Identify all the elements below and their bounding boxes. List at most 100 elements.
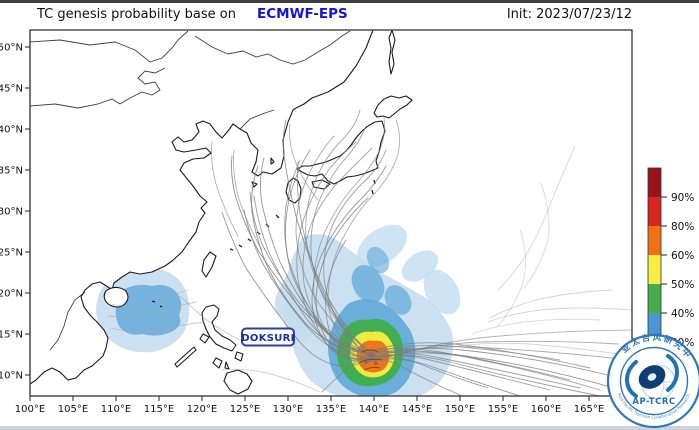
x-tick-label: 155°E bbox=[488, 404, 518, 415]
x-tick-label: 115°E bbox=[144, 404, 174, 415]
y-tick-label: 40°N bbox=[0, 125, 23, 136]
map-content: DOKSURI bbox=[30, 30, 632, 396]
prob-area-blue-arm3 bbox=[384, 285, 412, 315]
colorbar-label: 80% bbox=[671, 221, 694, 233]
track-line bbox=[253, 195, 581, 389]
border-indochina bbox=[49, 291, 86, 351]
y-tick-label: 50°N bbox=[0, 43, 23, 54]
track-line bbox=[315, 197, 489, 389]
island-sakhalin bbox=[388, 30, 396, 75]
island-luzon bbox=[201, 304, 237, 352]
track-line bbox=[361, 352, 601, 391]
figure-title: TC genesis probability base on bbox=[37, 7, 236, 22]
island-tsushima bbox=[270, 157, 275, 165]
track-line bbox=[231, 155, 371, 357]
storm-label-text: DOKSURI bbox=[241, 333, 294, 344]
track-line bbox=[471, 318, 601, 335]
track-line bbox=[211, 141, 239, 237]
track-line bbox=[313, 117, 619, 358]
y-tick-label: 10°N bbox=[0, 371, 23, 382]
storm-label-group: DOKSURI bbox=[241, 327, 295, 347]
y-tick-label: 20°N bbox=[0, 289, 23, 300]
coastline-mainland-asia bbox=[30, 30, 374, 385]
track-core-overlay bbox=[359, 349, 383, 371]
border-mongolia bbox=[30, 67, 166, 109]
track-line bbox=[296, 141, 551, 391]
x-tick-label: 145°E bbox=[402, 404, 432, 415]
colorbar-label: 90% bbox=[671, 192, 694, 204]
island-panay bbox=[212, 357, 223, 369]
core-track-segment bbox=[359, 349, 383, 371]
track-line bbox=[289, 123, 319, 201]
track-line bbox=[233, 149, 263, 251]
colorbar-segment-80-90 bbox=[648, 197, 661, 226]
x-tick-label: 120°E bbox=[187, 404, 217, 415]
island-honshu bbox=[296, 120, 386, 185]
x-tick-label: 165°E bbox=[574, 404, 604, 415]
border-yalu bbox=[239, 109, 275, 130]
track-line bbox=[523, 181, 550, 289]
island-hokkaido bbox=[373, 95, 413, 119]
colorbar-label: 40% bbox=[671, 308, 694, 320]
track-line bbox=[107, 301, 197, 318]
colorbar-segment-50-60 bbox=[648, 255, 661, 284]
colorbar-ticks bbox=[661, 196, 667, 343]
track-line bbox=[323, 149, 387, 367]
border-amur-west bbox=[30, 30, 189, 63]
x-tick-label: 140°E bbox=[359, 404, 389, 415]
y-tick-label: 15°N bbox=[0, 330, 23, 341]
track-line bbox=[311, 165, 520, 396]
x-tick-label: 130°E bbox=[273, 404, 303, 415]
x-tick-label: 150°E bbox=[445, 404, 475, 415]
track-line bbox=[111, 289, 189, 307]
typhoon-swirl-arm1 bbox=[625, 360, 638, 398]
figure-title-row: TC genesis probability base on ECMWF-EPS… bbox=[0, 0, 699, 30]
logo-acronym: AP-TCRC bbox=[632, 397, 675, 407]
island-mindoro bbox=[199, 333, 210, 344]
y-tick-label: 45°N bbox=[0, 84, 23, 95]
island-taiwan bbox=[201, 251, 217, 278]
colorbar-labels: 90% 80% 60% 50% 40% 30% bbox=[671, 192, 694, 349]
colorbar-segment-60-80 bbox=[648, 226, 661, 255]
prob-area-blue-arm2 bbox=[366, 246, 390, 274]
track-line bbox=[109, 321, 205, 332]
track-line bbox=[327, 119, 632, 357]
island-hainan bbox=[103, 286, 129, 308]
y-axis-labels: 50°N 45°N 40°N 35°N 30°N 25°N 20°N 15°N … bbox=[0, 43, 23, 382]
x-tick-label: 105°E bbox=[58, 404, 88, 415]
colorbar-label: 60% bbox=[671, 250, 694, 262]
prob-area-ne-patch3 bbox=[423, 269, 461, 315]
track-line bbox=[221, 368, 321, 393]
x-tick-label: 125°E bbox=[230, 404, 260, 415]
track-line bbox=[321, 345, 561, 393]
y-tick-label: 25°N bbox=[0, 248, 23, 259]
track-line bbox=[497, 229, 526, 327]
island-palawan bbox=[174, 346, 197, 368]
track-line bbox=[221, 211, 629, 393]
x-axis-ticks bbox=[29, 396, 590, 401]
ensemble-tracks bbox=[107, 109, 632, 396]
track-line bbox=[251, 165, 377, 363]
init-time-label: Init: 2023/07/23/12 bbox=[506, 7, 632, 22]
track-line bbox=[497, 145, 576, 291]
typhoon-eye bbox=[647, 373, 657, 381]
bottom-edge-strip bbox=[0, 426, 699, 430]
colorbar-segment-90plus bbox=[648, 168, 661, 197]
border-amur-east bbox=[194, 30, 351, 65]
track-line bbox=[487, 307, 632, 323]
track-line bbox=[249, 191, 367, 353]
typhoon-swirl-arm2 bbox=[666, 354, 679, 392]
inland-borders bbox=[30, 30, 351, 351]
x-tick-label: 135°E bbox=[316, 404, 346, 415]
island-cebu bbox=[224, 361, 230, 370]
track-line bbox=[295, 135, 361, 349]
x-tick-label: 110°E bbox=[101, 404, 131, 415]
track-line bbox=[179, 295, 241, 341]
y-tick-label: 30°N bbox=[0, 207, 23, 218]
model-name: ECMWF-EPS bbox=[257, 6, 348, 22]
track-line bbox=[489, 289, 613, 319]
track-line bbox=[296, 161, 357, 345]
island-mindanao bbox=[223, 369, 253, 395]
prob-area-blue-arm1 bbox=[351, 265, 385, 303]
